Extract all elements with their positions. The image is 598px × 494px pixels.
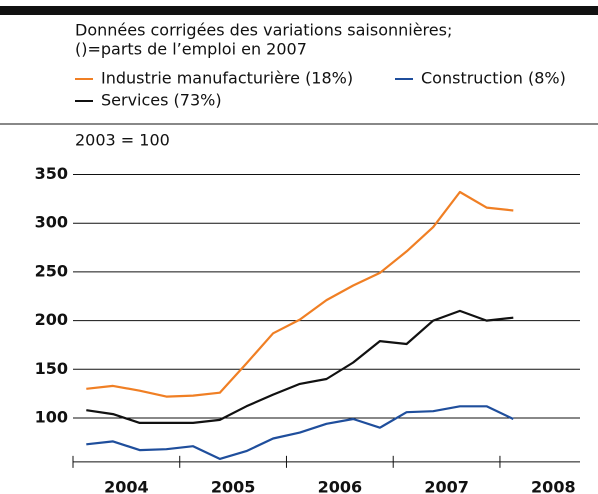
legend-label: Services (73%) [101,91,222,110]
series-line [86,190,514,398]
subtitle: ()=parts de l’emploi en 2007 [75,40,307,59]
legend-label: Construction (8%) [421,69,566,88]
x-tick-label: 2008 [531,477,576,494]
top-rule [0,6,598,15]
y-axis-label: 2003 = 100 [75,131,170,150]
x-tick-label: 2005 [211,477,256,494]
legend-label: Industrie manufacturière (18%) [101,69,353,88]
y-tick-label: 200 [35,310,68,329]
y-tick-label: 150 [35,359,68,378]
x-tick-label: 2006 [318,477,363,494]
x-tick-label: 2007 [424,477,469,494]
subtitle: Données corrigées des variations saisonn… [75,21,452,40]
x-tick-label: 2004 [104,477,149,494]
y-tick-label: 300 [35,213,68,232]
series-line [86,405,514,460]
y-tick-label: 250 [35,261,68,280]
series-line [86,309,514,424]
y-tick-label: 100 [35,408,68,427]
y-tick-label: 350 [35,164,68,183]
